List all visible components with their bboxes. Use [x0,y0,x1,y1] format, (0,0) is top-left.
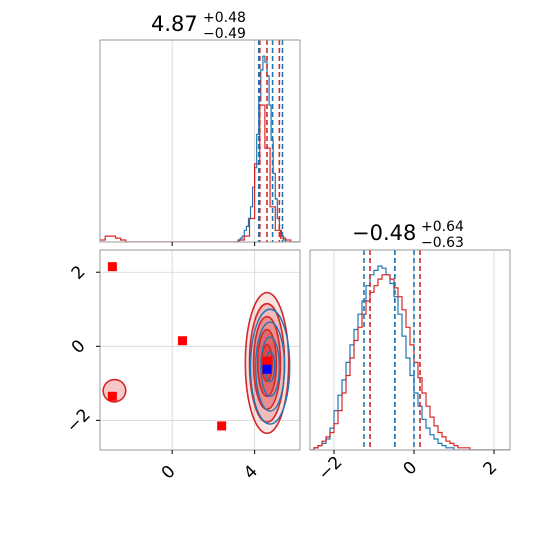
tick-label-x-bl-1: 4 [240,462,262,484]
marker-5 [262,364,272,374]
marker-4 [262,356,272,366]
title-p2-value: −0.48 [352,221,416,245]
contour-red-secondary [102,378,127,403]
tick-label-y-bl-2: 2 [68,262,90,284]
tick-label-x-bl-0: 0 [158,462,180,484]
tick-label-x-br-1: 0 [400,458,422,480]
contour-blue-0 [249,308,291,425]
histogram-param2: −2 0 2 [309,249,511,485]
hist-series-tl [100,55,300,242]
hist-tl-blue [234,55,298,242]
hist-tl-red [100,104,300,242]
title-bottom-right: −0.48 +0.64 −0.63 [352,219,464,251]
histogram-param1 [99,39,301,246]
title-top-left: 4.87 +0.48 −0.49 [151,10,246,42]
frame-tl [99,39,301,243]
frame-bl [99,249,301,451]
tick-label-x-br-2: 2 [480,458,502,480]
contour-blue-1 [254,321,286,412]
marker-1 [177,336,187,346]
marker-0 [107,262,117,272]
title-p1-value: 4.87 [151,12,198,36]
marker-3 [107,391,117,401]
scatter-param1-param2: 0 4 −2 0 2 [63,249,301,484]
tick-label-x-br-0: −2 [315,453,347,485]
scatter-content [102,262,291,435]
hist-series-br [310,265,510,450]
hist-br-blue [310,265,510,450]
marker-2 [217,421,227,431]
title-p2-plus: +0.64 [421,219,464,235]
frame-br [309,249,511,451]
title-p1-plus: +0.48 [203,10,246,26]
title-p2-minus: −0.63 [421,235,464,251]
tick-label-y-bl-0: −2 [63,405,95,437]
tick-label-y-bl-1: 0 [68,336,90,358]
contour-blue-2 [260,336,281,397]
title-p1-minus: −0.49 [203,26,246,42]
hist-br-red [310,274,510,450]
